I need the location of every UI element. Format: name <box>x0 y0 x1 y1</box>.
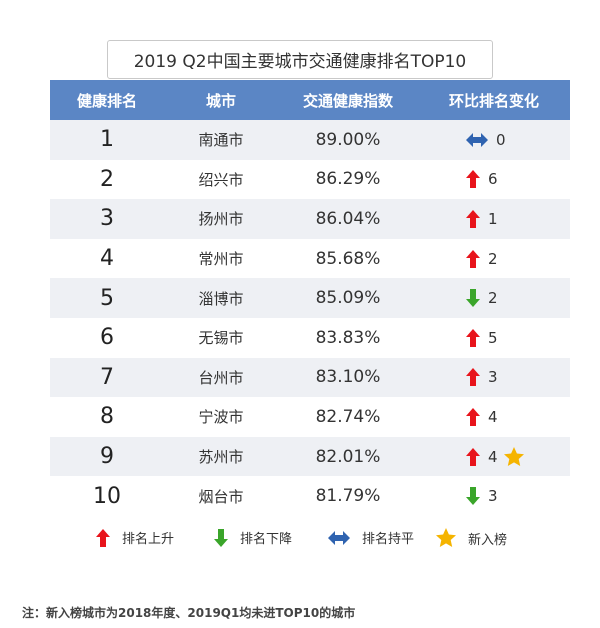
table-row: 9 苏州市 82.01% 4 <box>50 436 570 477</box>
index-cell: 83.83% <box>315 327 381 348</box>
table-row: 7 台州市 83.10% 3 <box>50 357 570 398</box>
footnote: 注：新入榜城市为2018年度、2019Q1均未进TOP10的城市 <box>22 606 356 620</box>
flat-arrow-icon <box>328 530 356 545</box>
index-cell: 86.04% <box>315 208 381 229</box>
rank-cell: 6 <box>100 325 114 351</box>
change-value: 0 <box>496 130 506 149</box>
down-arrow-icon <box>466 487 488 506</box>
index-cell: 82.01% <box>315 446 381 467</box>
change-cell: 3 <box>418 487 570 506</box>
legend-label: 排名上升 <box>122 532 175 547</box>
up-arrow-icon <box>466 249 488 268</box>
legend-item-up: 排名上升 <box>96 528 174 547</box>
flat-arrow-icon <box>466 132 496 147</box>
index-cell: 81.79% <box>315 486 381 507</box>
table-row: 6 无锡市 83.83% 5 <box>50 318 570 358</box>
change-cell: 1 <box>418 209 570 228</box>
legend-item-down: 排名下降 <box>214 528 292 547</box>
table-row: 10 烟台市 81.79% 3 <box>50 476 570 516</box>
change-cell: 4 <box>418 407 570 426</box>
star-icon <box>503 446 532 467</box>
change-value: 2 <box>488 289 498 308</box>
rank-cell: 8 <box>100 404 114 430</box>
city-cell: 苏州市 <box>198 448 244 467</box>
ranking-table: 健康排名 城市 交通健康指数 环比排名变化 1 南通市 89.00% 0 2 绍兴市 86.… <box>50 80 570 516</box>
change-value: 4 <box>488 407 498 426</box>
up-arrow-icon <box>466 170 488 189</box>
index-cell: 89.00% <box>315 129 381 150</box>
change-cell: 4 <box>418 446 570 467</box>
change-value: 2 <box>488 249 498 268</box>
city-cell: 南通市 <box>198 131 244 150</box>
change-value: 5 <box>488 328 498 347</box>
up-arrow-icon <box>466 447 488 466</box>
table-row: 4 常州市 85.68% 2 <box>50 239 570 279</box>
up-arrow-icon <box>466 368 488 387</box>
index-cell: 85.09% <box>315 288 381 309</box>
city-cell: 台州市 <box>198 368 244 387</box>
legend-label: 排名持平 <box>362 532 415 547</box>
table-row: 8 宁波市 82.74% 4 <box>50 397 570 437</box>
city-cell: 扬州市 <box>198 210 244 229</box>
header-index: 交通健康指数 <box>302 91 393 110</box>
header-rank: 健康排名 <box>76 91 137 110</box>
city-cell: 烟台市 <box>198 487 244 506</box>
city-cell: 淄博市 <box>198 289 244 308</box>
city-cell: 绍兴市 <box>198 170 244 189</box>
city-cell: 宁波市 <box>198 408 244 427</box>
down-arrow-icon <box>214 528 234 547</box>
change-cell: 3 <box>418 368 570 387</box>
rank-cell: 4 <box>100 246 114 272</box>
table-body: 1 南通市 89.00% 0 2 绍兴市 86.29% 6 3 扬州市 86.04% 1 4 常州市 85.… <box>50 120 570 516</box>
change-cell: 2 <box>418 249 570 268</box>
header-city: 城市 <box>205 91 236 110</box>
up-arrow-icon <box>96 528 116 547</box>
change-value: 4 <box>488 447 498 466</box>
rank-cell: 1 <box>100 127 114 153</box>
rank-cell: 5 <box>100 285 114 311</box>
city-cell: 常州市 <box>198 250 244 269</box>
legend-label: 新入榜 <box>468 532 508 548</box>
change-value: 3 <box>488 368 498 387</box>
change-value: 6 <box>488 170 498 189</box>
title-container: 2019 Q2中国主要城市交通健康排名TOP10 <box>0 40 600 79</box>
up-arrow-icon <box>466 328 488 347</box>
table-row: 1 南通市 89.00% 0 <box>50 120 570 160</box>
legend-item-flat: 排名持平 <box>328 528 414 547</box>
rank-cell: 2 <box>100 166 114 192</box>
rank-cell: 3 <box>100 206 114 232</box>
city-cell: 无锡市 <box>198 329 244 348</box>
index-cell: 82.74% <box>315 406 381 427</box>
legend-label: 排名下降 <box>240 532 293 547</box>
rank-cell: 10 <box>93 483 121 509</box>
down-arrow-icon <box>466 289 488 308</box>
table-header-row: 健康排名 城市 交通健康指数 环比排名变化 <box>50 80 570 120</box>
change-cell: 0 <box>418 131 570 149</box>
star-icon <box>436 528 462 548</box>
page-title: 2019 Q2中国主要城市交通健康排名TOP10 <box>106 40 494 79</box>
legend-item-new: 新入榜 <box>436 528 507 548</box>
index-cell: 85.68% <box>315 248 381 269</box>
index-cell: 86.29% <box>315 169 381 190</box>
change-value: 3 <box>488 487 498 506</box>
change-cell: 5 <box>418 328 570 347</box>
index-cell: 83.10% <box>315 367 381 388</box>
rank-cell: 7 <box>100 364 114 390</box>
table-row: 2 绍兴市 86.29% 6 <box>50 160 570 200</box>
header-change: 环比排名变化 <box>448 91 539 110</box>
rank-cell: 9 <box>100 444 114 470</box>
table-row: 5 淄博市 85.09% 2 <box>50 278 570 318</box>
up-arrow-icon <box>466 209 488 228</box>
change-value: 1 <box>488 209 498 228</box>
up-arrow-icon <box>466 407 488 426</box>
table-row: 3 扬州市 86.04% 1 <box>50 199 570 239</box>
change-cell: 2 <box>418 289 570 308</box>
change-cell: 6 <box>418 170 570 189</box>
